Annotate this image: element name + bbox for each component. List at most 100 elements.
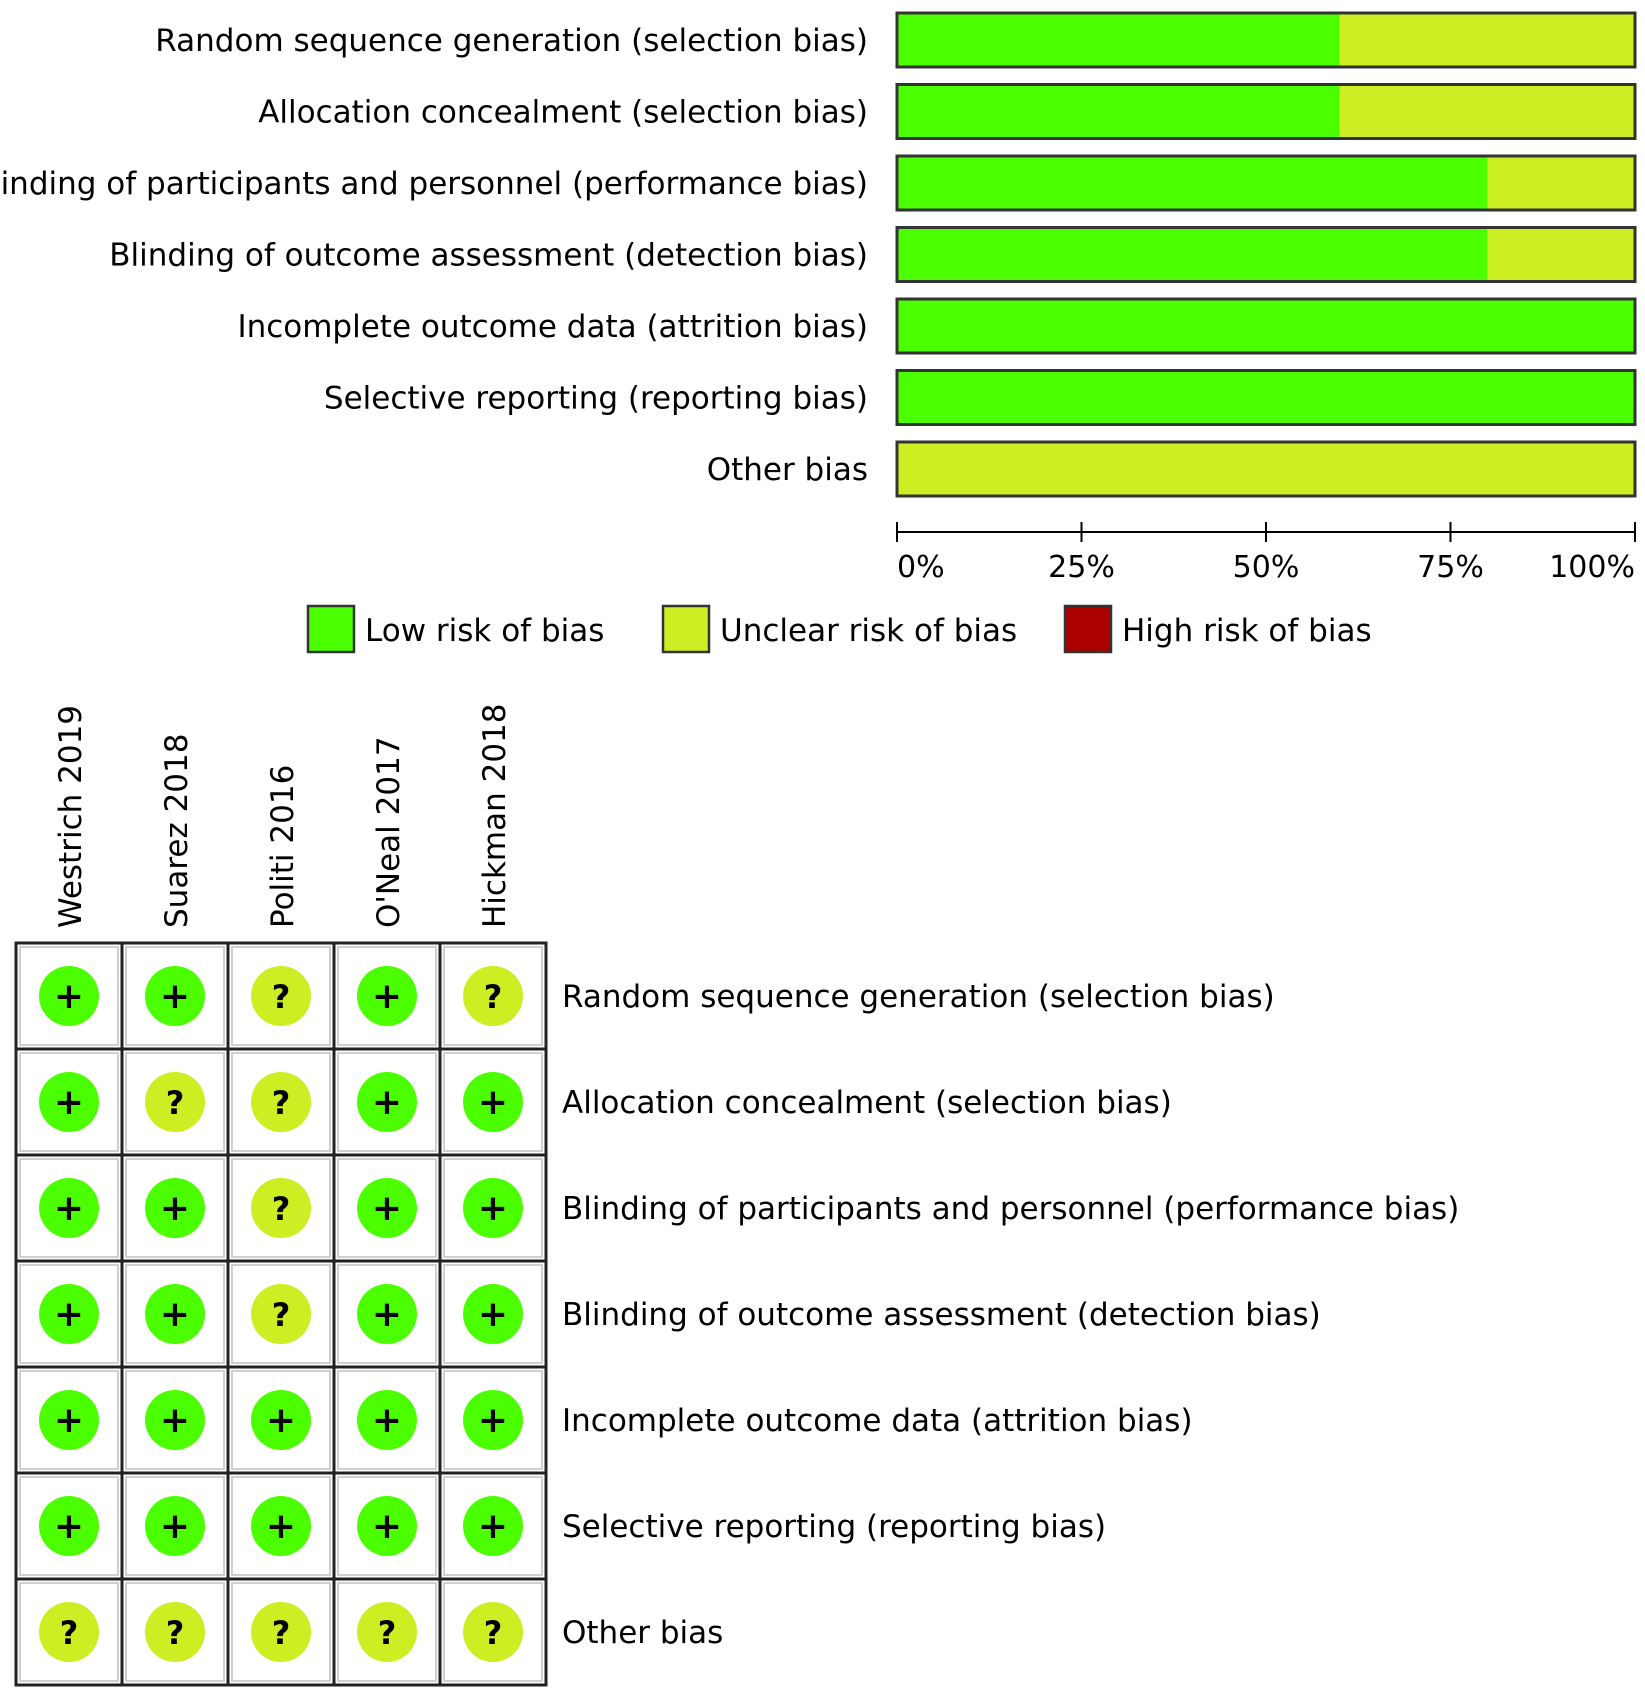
risk-of-bias-graph: Random sequence generation (selection bi… (0, 11, 1637, 654)
judgement-symbol: ? (378, 1614, 397, 1652)
category-label: Incomplete outcome data (attrition bias) (237, 309, 868, 345)
judgement-circle (357, 1602, 417, 1662)
cell-inner-border (443, 1582, 543, 1682)
judgement-symbol: + (54, 1188, 84, 1229)
judgement-symbol: + (54, 1506, 84, 1547)
bar-segment (1339, 84, 1635, 139)
judgement-symbol: + (160, 1400, 190, 1441)
grid-cell: + (120, 1471, 230, 1581)
grid-cell: + (332, 1047, 442, 1157)
judgement-circle (145, 1602, 205, 1662)
cell-inner-border (125, 1476, 225, 1576)
legend-item: Unclear risk of bias (661, 604, 1017, 654)
judgement-symbol: + (54, 1294, 84, 1335)
x-tick-label: 100% (1549, 550, 1635, 585)
grid-cell: + (120, 941, 230, 1051)
judgement-circle (39, 966, 99, 1026)
cell-inner-border (337, 1264, 437, 1364)
cell-inner-border (231, 1476, 331, 1576)
judgement-symbol: ? (60, 1614, 79, 1652)
judgement-circle (463, 1390, 523, 1450)
cell-inner-border (337, 1582, 437, 1682)
judgement-symbol: + (266, 1400, 296, 1441)
bar-segment (1339, 13, 1635, 67)
grid-cell: ? (120, 1047, 230, 1157)
judgement-symbol: + (54, 976, 84, 1017)
legend-item: High risk of bias (1063, 604, 1372, 654)
legend-swatch (661, 604, 711, 654)
grid-cell: ? (438, 1577, 548, 1687)
judgement-symbol: + (372, 1188, 402, 1229)
category-label: Selective reporting (reporting bias) (324, 381, 868, 417)
grid-cell: + (14, 941, 124, 1051)
category-label: Blinding of participants and personnel (… (0, 166, 868, 202)
cell-inner-border (231, 1264, 331, 1364)
cell-inner-border (125, 1158, 225, 1258)
category-label: Blinding of outcome assessment (detectio… (109, 238, 868, 274)
x-tick-label: 25% (1048, 550, 1115, 585)
category-label: Other bias (707, 452, 868, 488)
cell-border (226, 1047, 336, 1157)
judgement-circle (145, 1496, 205, 1556)
cell-inner-border (443, 1476, 543, 1576)
judgement-circle (357, 1072, 417, 1132)
cell-inner-border (19, 1370, 119, 1470)
cell-inner-border (19, 1476, 119, 1576)
judgement-circle (463, 1072, 523, 1132)
study-label: Hickman 2018 (477, 703, 513, 928)
judgement-circle (145, 1178, 205, 1238)
bar-segment (897, 84, 1340, 139)
legend-swatch (306, 604, 356, 654)
study-label: Politi 2016 (265, 765, 301, 928)
grid-cell: ? (332, 1577, 442, 1687)
judgement-symbol: ? (272, 1084, 291, 1122)
judgement-symbol: + (372, 1082, 402, 1123)
x-tick-label: 0% (897, 550, 945, 585)
cell-inner-border (231, 1052, 331, 1152)
judgement-symbol: + (478, 1188, 508, 1229)
judgement-circle (463, 1284, 523, 1344)
grid-cell: + (438, 1365, 548, 1475)
bar-row: Allocation concealment (selection bias) (258, 83, 1637, 140)
cell-inner-border (125, 1264, 225, 1364)
cell-inner-border (337, 1158, 437, 1258)
judgement-circle (463, 1496, 523, 1556)
grid-cell: ? (226, 1047, 336, 1157)
cell-inner-border (443, 1158, 543, 1258)
cell-inner-border (337, 1370, 437, 1470)
judgement-symbol: ? (484, 978, 503, 1016)
bar-segment (897, 299, 1635, 353)
domain-label: Other bias (562, 1615, 723, 1651)
grid-cell: + (332, 1153, 442, 1263)
legend-label: High risk of bias (1122, 613, 1372, 649)
cell-inner-border (19, 1158, 119, 1258)
bar-outline (895, 369, 1637, 426)
cell-inner-border (337, 946, 437, 1046)
judgement-circle (357, 1390, 417, 1450)
x-tick-label: 50% (1233, 550, 1300, 585)
grid-cell: + (14, 1047, 124, 1157)
grid-cell: + (332, 1259, 442, 1369)
judgement-circle (145, 1284, 205, 1344)
grid-cell: + (120, 1153, 230, 1263)
judgement-symbol: + (372, 976, 402, 1017)
grid-cell: + (438, 1259, 548, 1369)
bar-segment (1487, 227, 1635, 282)
judgement-circle (145, 966, 205, 1026)
bar-row: Blinding of participants and personnel (… (0, 154, 1637, 212)
judgement-symbol: ? (166, 1614, 185, 1652)
cell-inner-border (19, 1582, 119, 1682)
grid-cell: + (438, 1153, 548, 1263)
judgement-symbol: ? (272, 1296, 291, 1334)
bar-segment (897, 442, 1635, 496)
judgement-circle (39, 1178, 99, 1238)
judgement-circle (145, 1390, 205, 1450)
judgement-circle (39, 1072, 99, 1132)
cell-inner-border (231, 1582, 331, 1682)
judgement-symbol: + (478, 1400, 508, 1441)
bar-segment (1487, 156, 1635, 210)
grid-cell: + (14, 1471, 124, 1581)
grid-cell: + (14, 1365, 124, 1475)
legend-label: Unclear risk of bias (720, 613, 1017, 649)
cell-inner-border (337, 1052, 437, 1152)
